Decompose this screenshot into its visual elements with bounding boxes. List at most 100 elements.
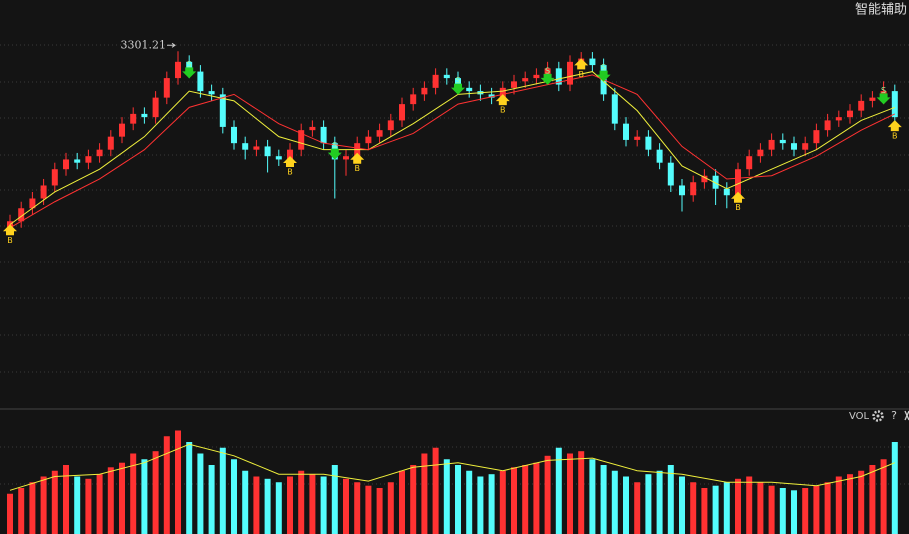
candle-body	[29, 198, 36, 209]
volume-bar	[376, 488, 383, 534]
volume-bar	[107, 467, 114, 534]
volume-bar	[813, 485, 820, 534]
volume-bar	[701, 488, 708, 534]
sell-arrow	[451, 83, 465, 95]
volume-bar	[779, 488, 786, 534]
buy-label: B	[735, 203, 741, 212]
buy-label: B	[7, 236, 13, 245]
sell-arrow	[540, 73, 555, 85]
volume-bar	[343, 478, 349, 534]
volume-bar	[645, 474, 652, 534]
volume-average	[9, 443, 895, 491]
volume-bar	[410, 465, 417, 534]
volume-bar	[18, 488, 25, 534]
volume-bar	[533, 462, 540, 534]
gear-icon[interactable]	[872, 410, 884, 422]
volume-bar	[690, 482, 697, 534]
sell-label: S	[545, 66, 550, 75]
help-icon[interactable]: ?	[891, 409, 897, 422]
sell-label: S	[332, 141, 337, 150]
buy-arrow	[887, 120, 902, 132]
buy-label: B	[354, 164, 360, 173]
candle-body	[175, 61, 181, 79]
volume-bar	[735, 478, 741, 534]
corner-title[interactable]: 智能辅助	[855, 3, 907, 18]
volume-bar	[74, 476, 81, 534]
candle-body	[768, 139, 775, 150]
candle-body	[701, 175, 708, 183]
sell-arrow	[596, 70, 611, 82]
candle-body	[365, 136, 372, 144]
volume-bar	[611, 470, 618, 534]
candle-body	[197, 71, 204, 92]
volume-bar	[589, 459, 596, 534]
volume-bar	[51, 470, 58, 534]
candle-body	[74, 159, 81, 163]
volume-bar	[275, 482, 282, 534]
volume-bar	[679, 476, 685, 534]
volume-bar	[231, 459, 237, 534]
candle-body	[85, 156, 92, 163]
volume-bar	[869, 465, 876, 534]
volume-bar	[253, 476, 260, 534]
volume-bar	[880, 459, 887, 534]
candle-body	[791, 143, 797, 150]
candle-body	[712, 175, 719, 189]
candle-body	[186, 61, 193, 72]
candle-body	[231, 126, 237, 144]
volume-bar	[29, 482, 36, 534]
candle-body	[533, 74, 540, 79]
candle-body	[163, 78, 170, 98]
buy-label: B	[500, 106, 506, 115]
grid	[0, 44, 909, 485]
volume-bar	[578, 451, 585, 534]
candle-body	[18, 208, 25, 222]
candle-body	[858, 100, 865, 111]
candle-body	[242, 143, 249, 150]
volume-bar	[522, 465, 529, 534]
candle-body	[309, 126, 316, 131]
volume-bar	[746, 476, 753, 534]
close-icon[interactable]	[904, 410, 909, 421]
candle-body	[287, 149, 293, 160]
candle-body	[544, 68, 551, 75]
volume-bar	[63, 465, 69, 534]
candle-body	[141, 113, 148, 118]
candle-body	[443, 74, 450, 79]
volume-bar	[130, 453, 137, 534]
candle-body	[835, 117, 842, 121]
candle-body	[320, 126, 327, 144]
candle-body	[253, 146, 260, 150]
candle-body	[488, 94, 495, 98]
volume-bar	[298, 470, 305, 534]
volume-bar	[432, 447, 439, 534]
volume-bar	[197, 453, 204, 534]
buy-arrow	[495, 94, 510, 106]
volume-bar	[141, 459, 148, 534]
candle-body	[63, 159, 69, 170]
candle-body	[656, 149, 663, 163]
candle-body	[275, 156, 282, 160]
sell-label: S	[187, 60, 192, 69]
volume-bar	[186, 442, 193, 534]
volume-bar	[891, 442, 898, 534]
volume-bar	[443, 459, 450, 534]
candle-body	[421, 87, 428, 95]
moving-average	[9, 74, 896, 229]
volume-bar	[175, 430, 181, 534]
volume-label: VOL	[849, 411, 870, 422]
volume-bar	[656, 470, 663, 534]
candle-body	[376, 130, 383, 137]
candle-body	[466, 87, 473, 92]
volume-bar	[40, 476, 47, 534]
volume-bar	[387, 482, 394, 534]
volume-bar	[791, 490, 797, 534]
candle-body	[343, 156, 349, 160]
candle-body	[298, 130, 305, 150]
candle-body	[96, 149, 103, 157]
candle-body	[387, 120, 394, 131]
buy-label: B	[892, 132, 898, 141]
candle-body	[589, 58, 596, 66]
volume-bar	[287, 476, 293, 534]
